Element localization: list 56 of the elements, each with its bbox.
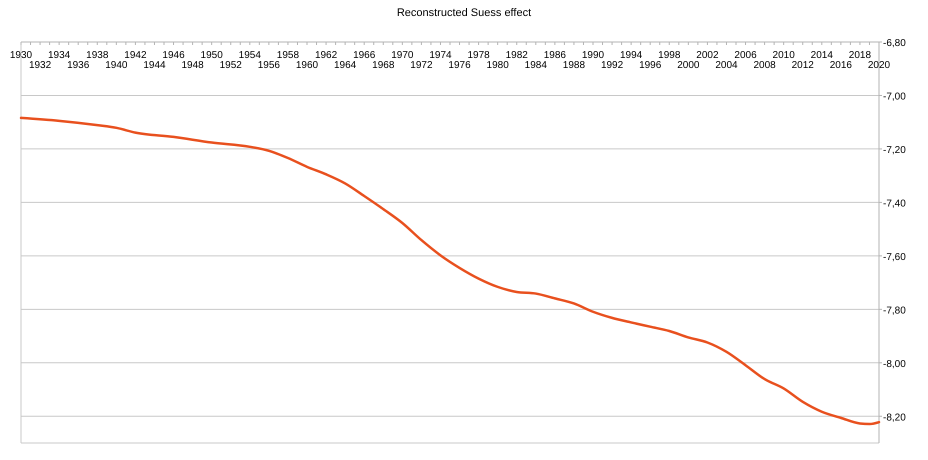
x-tick-label: 1964 bbox=[334, 60, 357, 71]
x2-tick-label: 1966 bbox=[353, 50, 376, 61]
y-tick-label: -7,20 bbox=[883, 144, 906, 156]
x2-tick-label: 2018 bbox=[848, 50, 872, 61]
x-tick-label: 1960 bbox=[296, 60, 319, 71]
x-tick-label: 2020 bbox=[868, 60, 891, 71]
x-tick-label: 1948 bbox=[181, 60, 204, 71]
x-tick-label: 1952 bbox=[220, 60, 242, 71]
y-tick-label: -7,80 bbox=[883, 305, 906, 316]
x-tick-label: 1940 bbox=[105, 60, 128, 71]
x-tick-label: 2016 bbox=[830, 60, 852, 71]
x2-tick-label: 2006 bbox=[734, 50, 758, 61]
x2-tick-label: 1962 bbox=[314, 50, 338, 61]
x2-tick-label: 2014 bbox=[810, 50, 834, 61]
x-tick-label: 2008 bbox=[753, 60, 776, 71]
x2-tick-label: 1946 bbox=[162, 50, 186, 61]
x2-tick-label: 1934 bbox=[48, 50, 71, 61]
y-tick-label: -6,80 bbox=[883, 38, 906, 49]
x-tick-label: 1936 bbox=[67, 60, 90, 71]
x-tick-label: 1932 bbox=[28, 60, 52, 71]
y-tick-label: -8,00 bbox=[883, 358, 906, 370]
x2-tick-label: 1970 bbox=[391, 50, 414, 61]
x-tick-label: 1968 bbox=[372, 60, 395, 71]
x2-tick-label: 2010 bbox=[772, 50, 796, 61]
x-tick-label: 1992 bbox=[600, 60, 624, 71]
y-tick-label: -8,20 bbox=[883, 412, 906, 424]
x-tick-label: 2000 bbox=[677, 60, 700, 71]
line-series bbox=[20, 116, 880, 426]
x2-tick-label: 1938 bbox=[86, 50, 109, 61]
x-tick-label: 1956 bbox=[258, 60, 280, 71]
x2-tick-label: 1994 bbox=[620, 50, 643, 61]
x2-tick-label: 1978 bbox=[467, 50, 490, 61]
x-tick-label: 1996 bbox=[639, 60, 662, 71]
x2-tick-label: 1998 bbox=[658, 50, 681, 61]
x-tick-label: 1972 bbox=[410, 60, 433, 71]
x2-tick-label: 1982 bbox=[506, 50, 528, 61]
x2-tick-label: 1974 bbox=[429, 50, 452, 61]
y-tick-label: -7,40 bbox=[883, 198, 906, 210]
x2-tick-label: 1942 bbox=[124, 50, 147, 61]
x-tick-label: 1980 bbox=[486, 60, 510, 71]
x-tick-label: 1988 bbox=[562, 60, 586, 71]
y-tick-label: -7,60 bbox=[883, 252, 906, 263]
x2-tick-label: 1990 bbox=[582, 50, 605, 61]
x2-tick-label: 1930 bbox=[10, 50, 33, 61]
chart-title: Reconstructed Suess effect bbox=[396, 7, 532, 19]
x2-tick-label: 1986 bbox=[544, 50, 566, 61]
x2-tick-label: 1950 bbox=[200, 50, 224, 61]
x-tick-label: 1984 bbox=[524, 60, 548, 71]
y-tick-label: -7,00 bbox=[883, 91, 906, 102]
x2-tick-label: 2002 bbox=[696, 50, 719, 61]
x2-tick-label: 1958 bbox=[276, 50, 300, 61]
x-tick-label: 2012 bbox=[792, 60, 814, 71]
x-tick-label: 1976 bbox=[448, 60, 472, 71]
x2-tick-label: 1954 bbox=[238, 50, 262, 61]
x-tick-label: 2004 bbox=[715, 60, 738, 71]
x-tick-label: 1944 bbox=[143, 60, 166, 71]
